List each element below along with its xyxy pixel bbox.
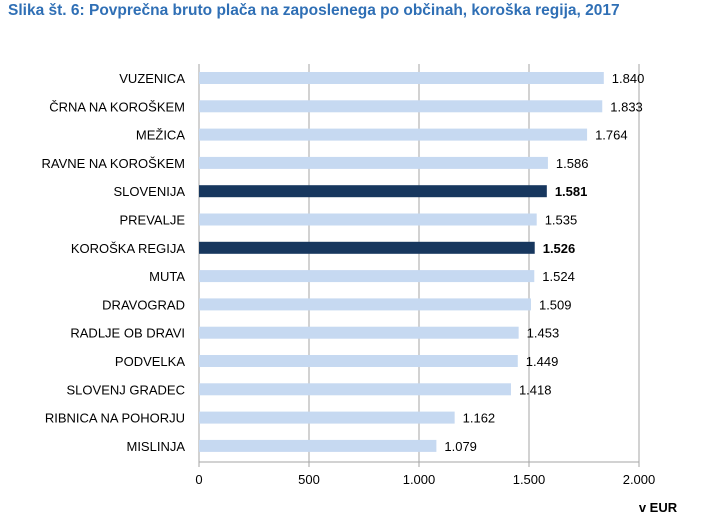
value-label: 1.526 — [543, 241, 576, 256]
value-label: 1.586 — [556, 156, 589, 171]
bar — [199, 213, 537, 226]
bar — [199, 72, 604, 84]
value-label: 1.833 — [610, 99, 643, 114]
value-label: 1.524 — [542, 269, 575, 284]
category-labels: VUZENICA ČRNA NA KOROŠKEM MEŽICA RAVNE NA K… — [41, 71, 185, 454]
x-tick-label: 2.000 — [623, 472, 656, 487]
bar — [199, 241, 535, 254]
value-label: 1.162 — [463, 411, 496, 426]
category-label: MUTA — [149, 269, 185, 284]
value-label: 1.509 — [539, 297, 572, 312]
category-label: PODVELKA — [115, 354, 185, 369]
value-labels: 1.840 1.833 1.764 1.586 1.581 1.535 1.526 1.524… — [444, 71, 644, 454]
category-label: PREVALJE — [119, 213, 185, 228]
x-tick-label: 1.000 — [403, 472, 436, 487]
category-label: RADLJE OB DRAVI — [70, 326, 185, 341]
value-label: 1.581 — [555, 184, 588, 199]
bar — [199, 100, 603, 113]
x-tick-label: 1.500 — [513, 472, 546, 487]
bar — [199, 156, 548, 169]
bar — [199, 326, 519, 339]
bar — [199, 185, 547, 198]
value-label: 1.453 — [527, 326, 560, 341]
category-label: KOROŠKA REGIJA — [71, 241, 185, 256]
category-label: VUZENICA — [119, 71, 185, 86]
bar — [199, 439, 437, 452]
bar — [199, 128, 588, 141]
category-label: SLOVENJ GRADEC — [67, 382, 185, 397]
x-tick-labels: 0 500 1.000 1.500 2.000 — [195, 472, 655, 487]
category-label: RIBNICA NA POHORJU — [45, 411, 185, 426]
gridlines — [198, 64, 640, 467]
bar — [199, 270, 535, 283]
x-tick-label: 500 — [298, 472, 320, 487]
chart-title: Slika št. 6: Povprečna bruto plača na za… — [8, 2, 620, 19]
bar — [199, 411, 455, 424]
unit-label: v EUR — [639, 500, 678, 515]
value-label: 1.764 — [595, 128, 628, 143]
bars — [199, 72, 604, 452]
bar — [199, 383, 511, 396]
category-label: ČRNA NA KOROŠKEM — [49, 99, 185, 114]
category-label: DRAVOGRAD — [102, 297, 185, 312]
value-label: 1.535 — [545, 213, 578, 228]
x-tick-label: 0 — [195, 472, 202, 487]
category-label: MISLINJA — [126, 439, 185, 454]
value-label: 1.418 — [519, 382, 552, 397]
bar — [199, 298, 531, 311]
value-label: 1.079 — [444, 439, 477, 454]
value-label: 1.840 — [612, 71, 645, 86]
bar — [199, 355, 518, 367]
category-label: MEŽICA — [136, 128, 185, 143]
category-label: SLOVENIJA — [113, 184, 185, 199]
value-label: 1.449 — [526, 354, 559, 369]
category-label: RAVNE NA KOROŠKEM — [41, 156, 185, 171]
